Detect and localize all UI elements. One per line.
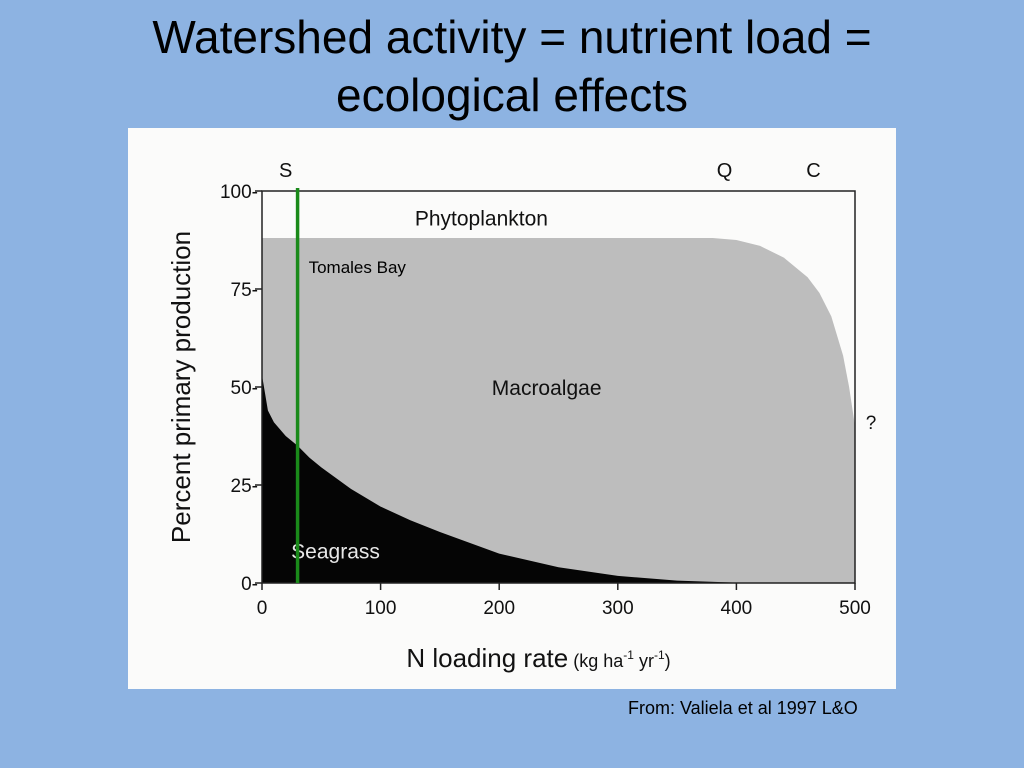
tomales-bay-label: Tomales Bay (309, 258, 407, 277)
x-tick-label-400: 400 (721, 598, 753, 619)
top-label-s: S (279, 160, 292, 182)
x-axis-units-exponent-2: -1 (654, 648, 665, 662)
top-label-c: C (806, 160, 820, 182)
primary-production-chart: 0- 25- 50- 75- 100- 0 100 200 300 400 500 Percent p… (166, 160, 876, 673)
series-area-seagrass (262, 375, 855, 583)
series-label-seagrass: Seagrass (291, 541, 380, 564)
x-axis-units: (kg ha (568, 651, 624, 671)
x-axis-units-suffix: ) (665, 651, 671, 671)
x-axis-units-exponent-1: -1 (623, 648, 634, 662)
series-area-macroalgae (262, 238, 855, 583)
top-label-q: Q (717, 160, 733, 182)
chart-labels: Phytoplankton Macroalgae Seagrass S Q C? Tomal… (279, 160, 876, 583)
x-tick-label-200: 200 (483, 598, 515, 619)
y-tick-label-75: 75- (231, 280, 258, 301)
y-tick-label-0: 0- (241, 574, 258, 595)
x-tick-label-300: 300 (602, 598, 634, 619)
source-credit: From: Valiela et al 1997 L&O (628, 698, 858, 718)
plot-area (262, 191, 855, 583)
slide-title-line-2: ecological effects (335, 69, 689, 121)
slide-title-line-1: Watershed activity = nutrient load = (152, 11, 872, 63)
series-label-macroalgae: Macroalgae (492, 377, 602, 400)
x-tick-label-0: 0 (257, 598, 268, 619)
y-tick-label-25: 25- (231, 476, 258, 497)
slide-title: Watershed activity = nutrient load = eco… (0, 8, 1024, 124)
x-axis-label: N loading rate (kg ha-1 yr-1) (406, 643, 670, 673)
question-mark-label: ? (866, 413, 877, 434)
y-tick-label-100: 100- (220, 182, 258, 203)
x-tick-label-100: 100 (365, 598, 397, 619)
x-axis-label-main: N loading rate (406, 643, 568, 673)
chart-figure: 0- 25- 50- 75- 100- 0 100 200 300 400 500 Percent p… (128, 128, 896, 689)
y-tick-label-50: 50- (231, 378, 258, 399)
x-axis-units-mid: yr (634, 651, 654, 671)
y-axis-label: Percent primary production (166, 231, 196, 543)
series-label-phytoplankton: Phytoplankton (415, 207, 548, 230)
x-tick-label-500: 500 (839, 598, 871, 619)
axes: 0- 25- 50- 75- 100- 0 100 200 300 400 500 Percent p… (166, 182, 871, 673)
